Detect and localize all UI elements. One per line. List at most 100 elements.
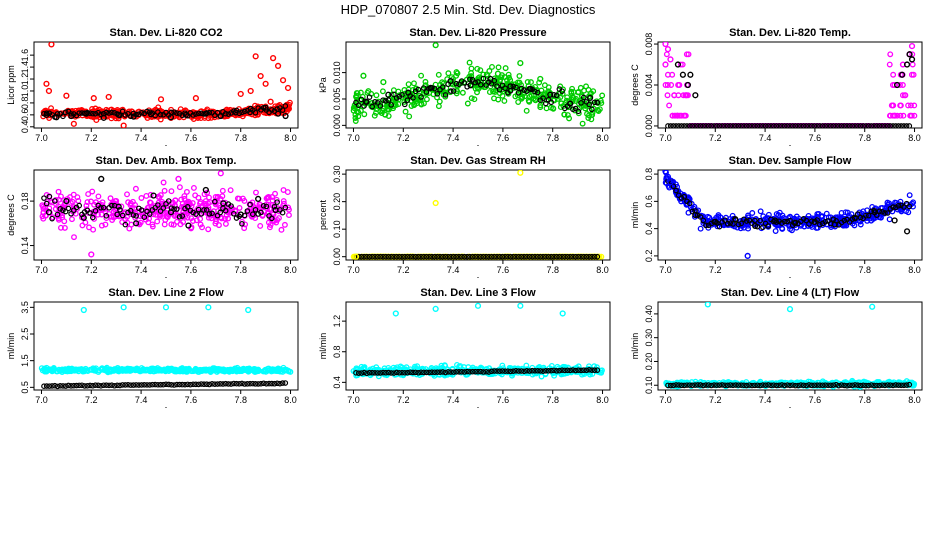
cloud-point xyxy=(537,102,544,109)
baseline-point xyxy=(179,381,186,388)
baseline-point xyxy=(738,123,744,128)
cloud-point xyxy=(241,225,248,232)
cloud-point xyxy=(886,61,893,68)
baseline-point xyxy=(735,221,742,228)
cloud-point xyxy=(355,109,362,116)
baseline-point xyxy=(138,382,145,388)
cloud-point xyxy=(906,192,913,199)
baseline-point xyxy=(57,383,64,389)
baseline-point xyxy=(738,220,744,227)
cloud-point xyxy=(491,95,497,102)
cloud-point xyxy=(95,193,102,200)
data-point-primary xyxy=(352,253,360,260)
data-point-secondary xyxy=(98,175,105,182)
cloud-point xyxy=(126,225,133,232)
baseline-point xyxy=(353,370,359,376)
baseline-point xyxy=(513,84,519,91)
baseline-point xyxy=(43,200,50,207)
baseline-point xyxy=(146,382,153,388)
cloud-point xyxy=(212,110,218,117)
baseline-point xyxy=(119,382,126,388)
x-tick-label: 7.0 xyxy=(659,395,672,405)
baseline-point xyxy=(149,381,156,388)
baseline-point xyxy=(808,123,815,128)
cloud-point xyxy=(423,96,430,103)
data-point-secondary xyxy=(547,91,554,98)
baseline-point xyxy=(448,369,454,375)
baseline-point xyxy=(770,218,777,225)
baseline-point xyxy=(882,123,888,128)
baseline-point xyxy=(184,381,191,388)
baseline-point xyxy=(787,217,793,224)
y-axis-label: ml/min xyxy=(630,333,640,360)
data-point-secondary xyxy=(427,84,434,92)
baseline-point xyxy=(857,123,864,128)
data-point-secondary xyxy=(684,81,691,89)
baseline-point xyxy=(901,123,907,128)
cloud-point xyxy=(570,89,577,96)
baseline-point xyxy=(391,370,397,376)
baseline-point xyxy=(841,382,848,389)
baseline-point xyxy=(798,123,804,128)
baseline-point xyxy=(854,211,861,217)
baseline-point xyxy=(260,380,267,387)
baseline-point xyxy=(526,253,533,260)
baseline-point xyxy=(567,253,574,260)
baseline-point xyxy=(445,253,451,260)
cloud-point xyxy=(205,115,212,122)
data-point-secondary xyxy=(752,222,759,230)
y-tick-label: 0.010 xyxy=(332,61,342,84)
baseline-point xyxy=(372,370,378,376)
data-point-primary xyxy=(380,78,387,86)
cloud-point xyxy=(388,91,395,98)
cloud-point xyxy=(664,71,671,78)
data-point-primary xyxy=(662,170,669,175)
cloud-point xyxy=(75,368,82,375)
cloud-point xyxy=(150,366,157,373)
baseline-point xyxy=(453,369,460,375)
baseline-point xyxy=(906,381,913,388)
baseline-point xyxy=(467,369,473,375)
baseline-point xyxy=(393,253,400,260)
cloud-point xyxy=(377,101,384,107)
baseline-point xyxy=(865,382,872,389)
baseline-point xyxy=(144,108,150,115)
cloud-point xyxy=(157,213,163,220)
baseline-point xyxy=(374,253,381,260)
cloud-point xyxy=(82,219,89,226)
baseline-point xyxy=(222,207,229,214)
baseline-point xyxy=(890,204,896,210)
baseline-point xyxy=(841,217,848,224)
baseline-point xyxy=(526,368,533,374)
y-axis-label: kPa xyxy=(318,77,328,93)
baseline-point xyxy=(171,382,177,388)
cloud-point xyxy=(445,70,452,77)
baseline-point xyxy=(282,204,289,211)
baseline-point xyxy=(556,367,563,374)
baseline-point xyxy=(895,202,902,209)
data-point-secondary xyxy=(232,109,239,116)
baseline-point xyxy=(467,253,473,260)
baseline-point xyxy=(407,369,414,376)
baseline-point xyxy=(515,368,522,374)
baseline-point xyxy=(453,253,460,260)
baseline-point xyxy=(122,382,129,388)
baseline-point xyxy=(108,109,115,116)
baseline-point xyxy=(258,209,264,216)
baseline-point xyxy=(798,382,804,388)
baseline-point xyxy=(779,123,785,128)
baseline-point xyxy=(81,383,88,389)
cloud-point xyxy=(168,188,175,195)
baseline-point xyxy=(551,92,557,98)
baseline-point xyxy=(762,382,769,388)
x-tick-label: 7.2 xyxy=(709,265,722,275)
baseline-point xyxy=(201,381,207,388)
cloud-point xyxy=(899,82,906,88)
baseline-point xyxy=(385,97,392,103)
cloud-point xyxy=(384,106,391,113)
baseline-point xyxy=(681,382,688,389)
panel-ambbox: Stan. Dev. Amb. Box Temp.7.0 7.2 7.4 7.6 7.8… xyxy=(6,155,299,278)
baseline-point xyxy=(263,203,270,210)
baseline-point xyxy=(741,123,747,128)
baseline-point xyxy=(388,370,395,376)
